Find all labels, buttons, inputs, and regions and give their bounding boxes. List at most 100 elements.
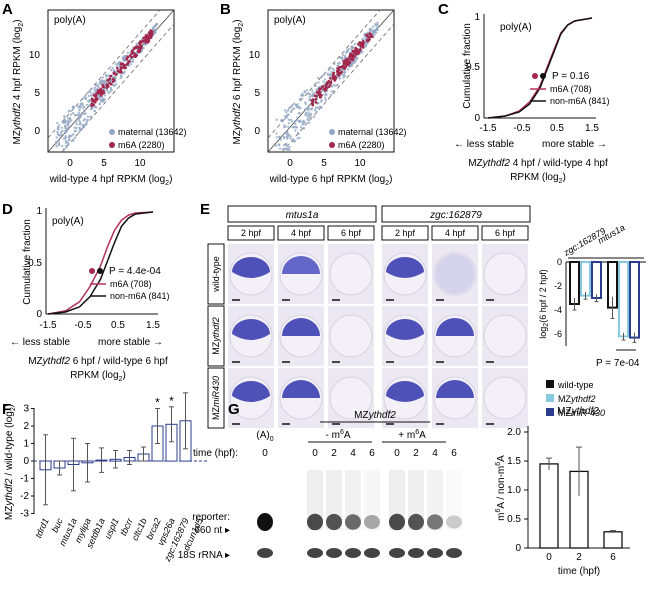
panel-e-row-label-3-box (207, 367, 225, 429)
maternal-point (61, 145, 64, 148)
maternal-point (101, 76, 105, 79)
maternal-point (83, 105, 86, 109)
m6a-point (324, 88, 328, 91)
lane-label: 4 (350, 448, 356, 459)
maternal-point (350, 64, 354, 67)
m6a-point (366, 38, 369, 42)
m6a-point (344, 63, 348, 66)
maternal-point (78, 115, 81, 119)
maternal-point (323, 93, 326, 97)
maternal-point (301, 94, 305, 97)
panel-g-rrna: 18S rRNA ▸ (178, 550, 230, 561)
panel-d-xtick-2: 0.5 (111, 320, 125, 331)
maternal-point (291, 138, 295, 141)
maternal-point (303, 108, 307, 111)
lane-label: 0 (312, 448, 318, 459)
m6a-point (102, 89, 105, 93)
time-header-label: 6 hpf (341, 228, 362, 238)
m6a-point (120, 63, 123, 66)
maternal-point (64, 131, 67, 135)
maternal-point (289, 105, 292, 109)
panel-c-xlabel-1: MZythdf2 4 hpf / wild-type 4 hpf (468, 158, 608, 169)
maternal-point (82, 119, 85, 122)
maternal-point (317, 81, 320, 84)
maternal-point (346, 68, 350, 71)
rrna-band (326, 548, 342, 558)
m6a-point (342, 60, 346, 63)
maternal-point (101, 81, 105, 85)
maternal-point (330, 70, 333, 73)
maternal-point (107, 91, 110, 95)
maternal-point (56, 130, 59, 134)
maternal-point (80, 113, 83, 116)
maternal-point (103, 98, 106, 101)
maternal-point (62, 148, 66, 151)
m6a-point (351, 56, 354, 59)
m6a-point (144, 36, 148, 39)
embryo-stain (436, 318, 474, 336)
maternal-point (303, 121, 306, 124)
m6a-point (94, 101, 97, 104)
panel-g-blot-area (250, 462, 446, 562)
maternal-point (309, 112, 312, 116)
maternal-point (319, 105, 322, 109)
maternal-point (299, 120, 302, 124)
maternal-point (64, 139, 68, 143)
maternal-point (293, 120, 297, 123)
time-header-label: 6 hpf (495, 228, 516, 238)
panel-a-letter: A (2, 1, 13, 18)
maternal-point (126, 51, 130, 54)
maternal-point (64, 120, 68, 124)
maternal-point (294, 126, 298, 129)
maternal-point (323, 96, 327, 99)
panel-d-dot-non (97, 268, 103, 274)
maternal-point (311, 89, 314, 92)
maternal-point (361, 50, 364, 53)
m6a-point (112, 77, 115, 81)
m6a-point (108, 81, 112, 85)
m6a-point (127, 60, 131, 63)
panel-b-ytick-5: 5 (254, 88, 260, 99)
maternal-point (63, 116, 66, 120)
panel-a-legend-maternal-dot (109, 129, 115, 135)
maternal-point (57, 126, 60, 129)
embryo-stain (232, 381, 270, 402)
panel-a-ylabel: MZythdf2 4 hpf RPKM (log2) (12, 19, 25, 144)
embryo-body (329, 376, 373, 420)
maternal-point (310, 108, 313, 111)
maternal-point (306, 115, 309, 118)
panel-g-lane-labels: 0 0 2 4 6 0 2 4 6 (262, 448, 457, 459)
maternal-point (302, 123, 305, 126)
panel-e-gene-header-1 (227, 205, 377, 223)
maternal-point (344, 51, 348, 54)
maternal-point (297, 120, 300, 123)
maternal-point (154, 31, 157, 34)
maternal-point (110, 89, 113, 92)
maternal-point (292, 107, 296, 110)
maternal-point (90, 115, 93, 119)
maternal-point (111, 66, 114, 70)
panel-e-bar-ylabel: log2(6 hpf / 2 hpf) (538, 269, 550, 338)
maternal-point (323, 73, 326, 76)
maternal-point (277, 143, 280, 146)
reporter-smear (345, 470, 361, 530)
maternal-point (67, 126, 70, 129)
xtick-label: 2 (576, 552, 582, 563)
panel-e-bar-ytick-0: 0 (557, 257, 562, 267)
maternal-point (83, 95, 86, 99)
time-header-box (481, 225, 529, 241)
maternal-point (370, 29, 374, 32)
time-header-label: 4 hpf (445, 228, 466, 238)
panel-c-xtick-1: -0.5 (513, 123, 531, 134)
maternal-point (326, 72, 329, 75)
maternal-point (93, 110, 96, 113)
maternal-point (86, 115, 90, 118)
m6a-point (122, 64, 126, 67)
m6a-point (99, 94, 103, 97)
maternal-point (305, 89, 308, 92)
maternal-point (376, 24, 379, 27)
maternal-point (279, 138, 282, 141)
panel-d-dot-m6a (89, 268, 95, 274)
maternal-point (82, 109, 86, 113)
